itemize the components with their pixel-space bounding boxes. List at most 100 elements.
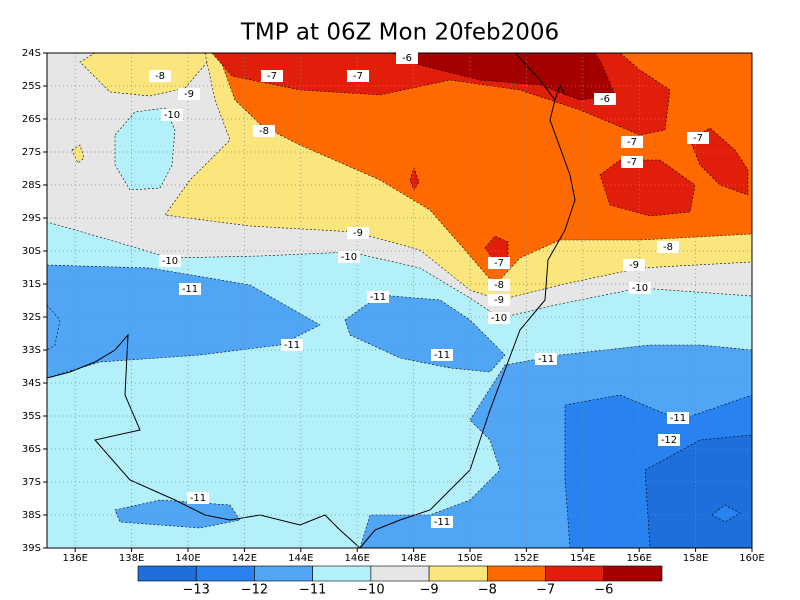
contour-label-bg xyxy=(594,93,616,105)
lat-label: 34S xyxy=(22,378,41,389)
lon-label: 160E xyxy=(739,553,764,564)
lon-label: 152E xyxy=(514,553,539,564)
colorbar-swatch xyxy=(312,565,372,582)
colorbar-swatch xyxy=(487,565,546,582)
lon-label: 136E xyxy=(62,553,87,564)
contour-label: -10 xyxy=(632,283,648,294)
contour-label: -8 xyxy=(155,71,165,82)
lat-label: 33S xyxy=(22,345,41,356)
lon-label: 140E xyxy=(175,553,200,564)
contour-label-bg xyxy=(149,70,171,82)
colorbar-label: −9 xyxy=(420,583,439,598)
contour-label-bg xyxy=(187,492,209,504)
contour-label-bg xyxy=(621,156,643,168)
contour-label: -11 xyxy=(538,354,554,365)
contour-label-bg xyxy=(621,136,643,148)
contour-label: -7 xyxy=(494,258,504,269)
contour-label-bg xyxy=(281,339,303,351)
contour-label: -9 xyxy=(353,228,363,239)
lon-label: 156E xyxy=(626,553,651,564)
contour-label-bg xyxy=(431,516,453,528)
contour-region xyxy=(114,107,176,191)
contour-label: -8 xyxy=(259,126,269,137)
contour-region xyxy=(409,167,420,191)
contour-label-bg xyxy=(261,70,283,82)
contour-label: -10 xyxy=(341,252,357,263)
contour-label-bg xyxy=(488,279,510,291)
colorbar-swatch xyxy=(428,565,488,582)
contour-label: -11 xyxy=(190,493,206,504)
lon-label: 150E xyxy=(457,553,482,564)
contour-label: -9 xyxy=(184,89,194,100)
lat-label: 24S xyxy=(22,48,41,59)
contour-label-bg xyxy=(253,125,275,137)
contour-label: -12 xyxy=(661,435,677,446)
coastline xyxy=(47,333,361,548)
lon-label: 144E xyxy=(288,553,313,564)
lon-label: 146E xyxy=(344,553,369,564)
colorbar-label: −7 xyxy=(536,583,555,598)
contour-label-bg xyxy=(629,282,651,294)
contour-label-bg xyxy=(623,259,645,271)
contour-region xyxy=(484,235,509,263)
contour-label-bg xyxy=(431,349,453,361)
contour-label-bg xyxy=(396,52,418,64)
contour-label-bg xyxy=(347,70,369,82)
contour-region xyxy=(79,53,216,97)
contour-region xyxy=(114,499,241,529)
contour-label-bg xyxy=(658,434,680,446)
lat-label: 30S xyxy=(22,246,41,257)
contour-label-bg xyxy=(488,312,510,324)
contour-label: -6 xyxy=(600,94,610,105)
colorbar-swatch xyxy=(370,565,430,582)
colorbar-label: −13 xyxy=(183,583,210,598)
lat-label: 27S xyxy=(22,147,41,158)
lon-label: 138E xyxy=(119,553,144,564)
lat-label: 36S xyxy=(22,444,41,455)
lat-label: 37S xyxy=(22,477,41,488)
contour-label-bg xyxy=(338,251,360,263)
colorbar-label: −10 xyxy=(357,583,384,598)
fields xyxy=(47,53,752,548)
contour-region xyxy=(689,127,749,196)
lon-label: 154E xyxy=(570,553,595,564)
colorbar-swatch xyxy=(137,565,197,582)
contour-label: -9 xyxy=(494,295,504,306)
lat-label: 29S xyxy=(22,213,41,224)
contour-label: -9 xyxy=(629,260,639,271)
contour-label: -7 xyxy=(267,71,277,82)
contour-label-bg xyxy=(667,412,689,424)
contour-label-bg xyxy=(179,283,201,295)
contour-label-bg xyxy=(535,353,557,365)
contour-label-bg xyxy=(159,255,181,267)
contour-label: -8 xyxy=(494,280,504,291)
contour-region xyxy=(711,504,741,523)
colorbar-label: −11 xyxy=(299,583,326,598)
colorbar-label: −12 xyxy=(241,583,268,598)
contour-label-bg xyxy=(347,227,369,239)
contour-label-bg xyxy=(178,88,200,100)
coastline xyxy=(554,83,566,101)
lon-label: 148E xyxy=(401,553,426,564)
contour-label: -11 xyxy=(370,292,386,303)
contour-label-bg xyxy=(687,132,709,144)
contour-label: -7 xyxy=(627,137,637,148)
contour-label: -10 xyxy=(162,256,178,267)
coastline xyxy=(359,53,576,548)
colorbar-swatch xyxy=(195,565,255,582)
contour-label: -11 xyxy=(284,340,300,351)
colorbar-swatch xyxy=(254,565,313,582)
colorbar-swatch xyxy=(603,565,663,582)
lat-label: 39S xyxy=(22,543,41,554)
colorbar-label: −8 xyxy=(478,583,497,598)
lat-label: 32S xyxy=(22,312,41,323)
contour-region xyxy=(47,304,61,351)
contour-label: -6 xyxy=(402,53,412,64)
contour-label: -11 xyxy=(434,350,450,361)
contour-region xyxy=(599,159,696,217)
lat-label: 25S xyxy=(22,81,41,92)
contour-label: -11 xyxy=(434,517,450,528)
contour-label-bg xyxy=(488,257,510,269)
